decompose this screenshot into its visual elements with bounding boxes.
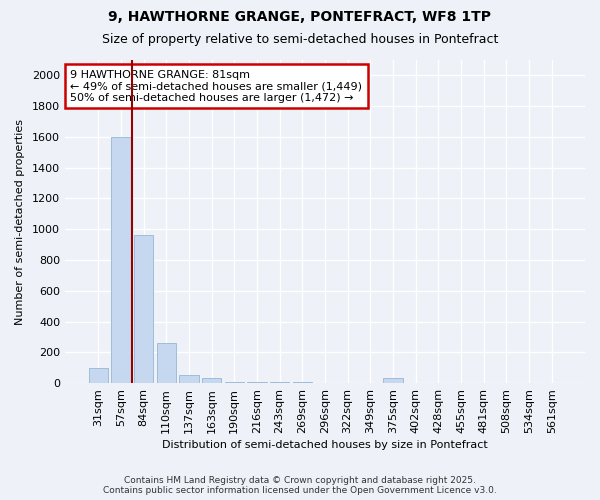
Text: 9 HAWTHORNE GRANGE: 81sqm
← 49% of semi-detached houses are smaller (1,449)
50% : 9 HAWTHORNE GRANGE: 81sqm ← 49% of semi-… [70, 70, 362, 103]
Bar [293, 382, 312, 383]
Bar [157, 343, 176, 383]
Bar [247, 382, 266, 383]
Bar [202, 378, 221, 383]
Bar [89, 368, 108, 383]
Y-axis label: Number of semi-detached properties: Number of semi-detached properties [15, 118, 25, 324]
Text: Contains HM Land Registry data © Crown copyright and database right 2025.
Contai: Contains HM Land Registry data © Crown c… [103, 476, 497, 495]
Bar [270, 382, 289, 383]
Bar [383, 378, 403, 383]
Bar [134, 236, 153, 383]
Text: Size of property relative to semi-detached houses in Pontefract: Size of property relative to semi-detach… [102, 32, 498, 46]
Bar [224, 382, 244, 383]
Bar [179, 376, 199, 383]
X-axis label: Distribution of semi-detached houses by size in Pontefract: Distribution of semi-detached houses by … [162, 440, 488, 450]
Bar [111, 137, 131, 383]
Text: 9, HAWTHORNE GRANGE, PONTEFRACT, WF8 1TP: 9, HAWTHORNE GRANGE, PONTEFRACT, WF8 1TP [109, 10, 491, 24]
